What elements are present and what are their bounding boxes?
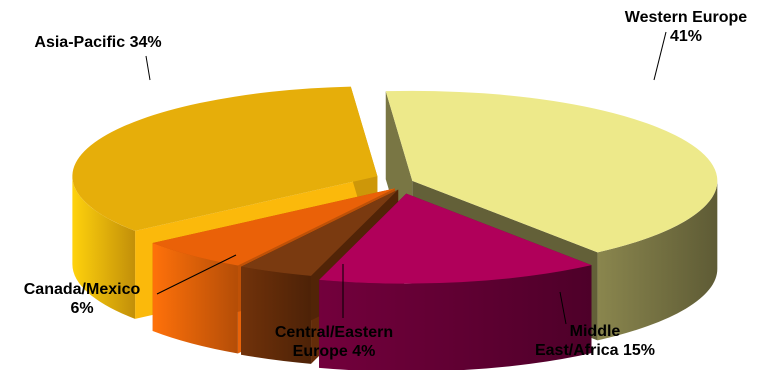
slice-label-line: Europe 4%	[293, 343, 376, 360]
slice-label: Canada/Mexico 6%	[24, 281, 141, 317]
slice-label-line: Asia-Pacific 34%	[34, 34, 161, 51]
slice-label-line: Middle	[570, 323, 621, 340]
slice-label: Asia-Pacific 34%	[34, 34, 161, 51]
pie-slice-top	[72, 86, 378, 231]
slice-label-line: 41%	[670, 28, 702, 45]
leader-line	[559, 291, 567, 325]
pie-slice-top	[152, 188, 396, 266]
slice-label: Middle East/Africa 15%	[535, 323, 655, 359]
slice-label-line: Central/Eastern	[275, 324, 393, 341]
slice-label-line: Western Europe	[625, 9, 748, 26]
slice-label-line: Canada/Mexico	[24, 281, 141, 298]
leader-line	[145, 55, 151, 81]
pie-slice-top	[385, 90, 718, 253]
slice-label-line: 6%	[70, 300, 93, 317]
pie-slice-outer-wall	[72, 176, 136, 319]
leader-line	[653, 31, 667, 81]
slice-label: Western Europe 41%	[625, 9, 748, 45]
slice-label-line: East/Africa 15%	[535, 342, 655, 359]
pie-slice-outer-wall	[241, 266, 312, 364]
pie-slice-top	[319, 193, 592, 284]
pie-slice-middle-east-africa	[319, 193, 592, 370]
leader-line	[156, 254, 237, 295]
slice-label: Central/Eastern Europe 4%	[275, 324, 393, 360]
pie-slice-top	[241, 189, 399, 276]
pie-slice-outer-wall	[597, 180, 718, 341]
pie-slice-outer-wall	[152, 243, 238, 354]
pie-slice-outer-wall	[319, 265, 592, 370]
